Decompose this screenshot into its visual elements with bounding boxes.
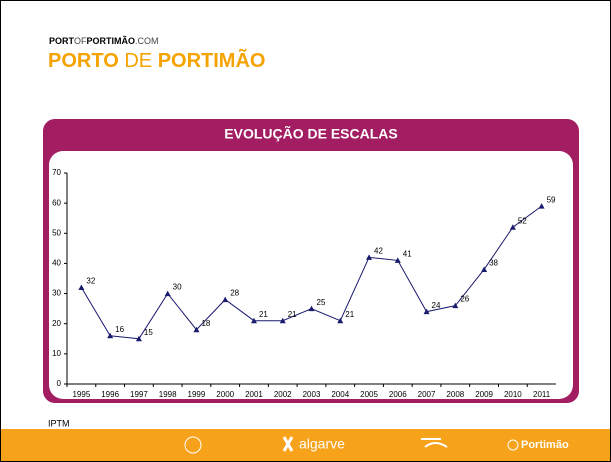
data-label: 18	[201, 319, 210, 328]
x-tick-label: 1998	[159, 390, 177, 399]
title-part: PORTIMÃO	[158, 49, 266, 72]
x-tick-label: 2009	[475, 390, 493, 399]
y-tick-label: 60	[52, 198, 61, 207]
plot-panel	[49, 151, 573, 399]
logo-icon	[507, 439, 519, 451]
data-label: 28	[230, 289, 239, 298]
x-tick-label: 2002	[274, 390, 292, 399]
data-label: 15	[144, 328, 153, 337]
title-part: PORTO	[48, 50, 119, 72]
x-tick-label: 2004	[331, 390, 349, 399]
logo-icon	[184, 436, 202, 454]
data-label: 21	[288, 310, 297, 319]
source: IPTM	[48, 418, 70, 428]
y-tick-label: 70	[52, 168, 61, 177]
chart-title: EVOLUÇÃO DE ESCALAS	[224, 125, 397, 142]
marker	[135, 335, 142, 342]
x-tick-label: 2010	[504, 390, 522, 399]
data-label: 30	[173, 283, 182, 292]
marker	[107, 332, 114, 339]
x-tick-label: 2006	[389, 390, 407, 399]
x-tick-label: 2008	[446, 390, 464, 399]
site-part: .COM	[135, 36, 159, 46]
data-label: 16	[115, 325, 124, 334]
x-tick-label: 2001	[245, 390, 263, 399]
data-label: 59	[547, 195, 556, 204]
y-tick-label: 50	[52, 228, 61, 237]
x-tick-label: 2011	[533, 390, 551, 399]
data-label: 24	[432, 301, 441, 310]
site-part: PORT	[49, 36, 75, 46]
x-tick-label: 1997	[130, 390, 148, 399]
data-label: 26	[460, 295, 469, 304]
data-label: 25	[317, 298, 326, 307]
y-tick-label: 20	[52, 319, 61, 328]
x-tick-label: 2003	[303, 390, 321, 399]
x-tick-label: 2007	[418, 390, 436, 399]
data-label: 42	[374, 247, 383, 256]
logo-icon	[282, 436, 294, 452]
y-tick-label: 0	[57, 379, 62, 388]
marker	[279, 317, 286, 324]
marker	[308, 305, 315, 312]
brand-title: PORTO DE PORTIMÃO	[48, 49, 265, 72]
x-tick-label: 1995	[72, 390, 90, 399]
footer-item: algarve	[299, 436, 345, 452]
data-label: 32	[86, 277, 95, 286]
x-tick-label: 2005	[360, 390, 378, 399]
y-tick-label: 10	[52, 349, 61, 358]
y-tick-label: 40	[52, 259, 61, 268]
marker	[222, 296, 229, 303]
data-label: 21	[345, 310, 354, 319]
title-part: DE	[124, 50, 152, 72]
logo-icon	[421, 438, 448, 448]
x-tick-label: 1999	[188, 390, 206, 399]
marker	[250, 317, 257, 324]
marker	[78, 284, 85, 291]
marker	[193, 326, 200, 333]
marker	[337, 317, 344, 324]
marker	[481, 266, 488, 272]
marker	[164, 290, 171, 297]
footer-item: Portimão	[521, 439, 569, 451]
marker	[509, 224, 516, 230]
x-tick-label: 2000	[216, 390, 234, 399]
data-label: 52	[518, 216, 527, 225]
y-tick-label: 30	[52, 289, 61, 298]
site-part: PORTIMÃO	[87, 36, 136, 46]
marker	[538, 203, 545, 209]
marker	[394, 257, 401, 263]
site-name: PORTOFPORTIMÃO.COM	[49, 36, 159, 46]
site-part: OF	[74, 36, 87, 46]
data-label: 38	[489, 259, 498, 268]
marker	[423, 308, 430, 315]
data-label: 41	[403, 250, 412, 259]
marker	[366, 254, 373, 260]
data-label: 21	[259, 310, 268, 319]
marker	[452, 302, 459, 309]
x-tick-label: 1996	[101, 390, 119, 399]
